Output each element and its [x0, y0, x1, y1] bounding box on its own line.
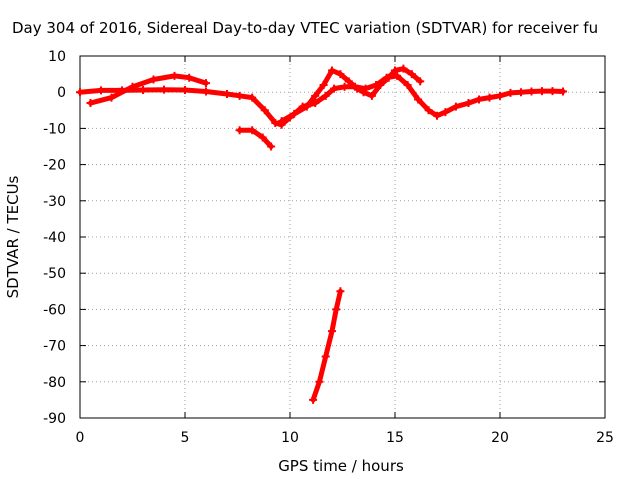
- data-point: [451, 102, 460, 111]
- y-tick-label: -20: [43, 158, 66, 174]
- data-point: [414, 95, 423, 104]
- data-point: [527, 87, 536, 96]
- data-point: [290, 109, 299, 118]
- data-point: [403, 80, 412, 89]
- data-point: [260, 106, 269, 115]
- data-point: [202, 87, 210, 96]
- data-point: [464, 99, 473, 108]
- chart-title: Day 304 of 2016, Sidereal Day-to-day VTE…: [12, 19, 598, 37]
- data-point: [248, 93, 257, 102]
- data-point: [393, 71, 402, 80]
- data-point: [181, 86, 189, 95]
- data-point: [328, 327, 336, 336]
- data-point: [321, 352, 330, 361]
- data-point: [336, 70, 345, 79]
- data-point: [407, 70, 416, 79]
- y-tick-label: -90: [43, 411, 66, 427]
- data-point: [506, 88, 515, 97]
- data-point: [223, 90, 231, 99]
- x-tick-label: 25: [596, 430, 614, 446]
- data-point: [559, 87, 567, 96]
- y-tick-label: -60: [43, 302, 66, 318]
- data-point: [235, 91, 244, 100]
- data-point: [330, 84, 339, 93]
- data-point: [399, 64, 408, 73]
- data-point: [302, 102, 311, 111]
- y-tick-label: 10: [48, 49, 66, 65]
- y-axis-title: SDTVAR / TECUs: [4, 175, 22, 298]
- data-point: [433, 111, 441, 120]
- y-tick-label: -10: [43, 121, 66, 137]
- data-point: [517, 88, 525, 97]
- series-line: [77, 73, 566, 128]
- data-point: [185, 73, 194, 82]
- data-point: [309, 395, 318, 404]
- y-tick-label: -80: [43, 375, 66, 391]
- y-tick-label: -70: [43, 339, 66, 355]
- data-point: [367, 91, 376, 100]
- data-point: [416, 77, 425, 86]
- data-point: [160, 85, 168, 94]
- x-axis-ticks: 0 5 10 15 20 25: [76, 56, 614, 446]
- plot-frame: [79, 55, 606, 419]
- data-point: [128, 82, 137, 91]
- data-point: [86, 99, 95, 108]
- data-point: [277, 117, 286, 126]
- data-point: [376, 80, 385, 89]
- data-point: [170, 71, 179, 80]
- data-point: [475, 95, 483, 104]
- x-tick-label: 20: [491, 430, 509, 446]
- data-point: [384, 73, 393, 82]
- x-tick-label: 10: [281, 430, 299, 446]
- data-point: [248, 126, 257, 135]
- data-point: [391, 66, 399, 75]
- data-point: [97, 86, 105, 95]
- grid: [80, 56, 605, 418]
- data-point: [548, 87, 557, 96]
- x-tick-label: 0: [76, 430, 85, 446]
- data-point: [441, 108, 450, 117]
- x-tick-label: 15: [386, 430, 404, 446]
- data-point: [321, 91, 330, 100]
- data-point: [202, 79, 210, 88]
- data-point: [538, 87, 546, 96]
- data-point: [336, 287, 345, 296]
- data-point: [271, 118, 280, 127]
- y-axis-ticks: 10 0 -10 -20 -30 -40 -50 -60 -70 -80 -90: [43, 49, 605, 427]
- data-series: [76, 64, 567, 404]
- series-line: [237, 127, 274, 149]
- data-point: [319, 80, 328, 89]
- data-point: [235, 126, 244, 135]
- data-point: [76, 88, 84, 97]
- data-point: [496, 91, 504, 100]
- x-axis-title: GPS time / hours: [278, 457, 404, 475]
- y-tick-label: -40: [43, 230, 66, 246]
- data-point: [359, 88, 368, 97]
- data-point: [139, 86, 147, 95]
- y-tick-label: -30: [43, 194, 66, 210]
- data-point: [328, 66, 336, 75]
- y-tick-label: -50: [43, 266, 66, 282]
- data-point: [340, 82, 349, 91]
- data-point: [315, 377, 324, 386]
- data-point: [267, 142, 276, 151]
- data-point: [258, 133, 267, 142]
- data-point: [332, 305, 341, 314]
- data-point: [353, 84, 362, 93]
- data-point: [344, 77, 353, 86]
- data-point: [107, 93, 116, 102]
- data-point: [311, 91, 320, 100]
- y-tick-label: 0: [57, 85, 66, 101]
- data-point: [424, 106, 433, 115]
- x-tick-label: 5: [181, 430, 190, 446]
- data-point: [149, 75, 158, 84]
- data-point: [485, 93, 494, 102]
